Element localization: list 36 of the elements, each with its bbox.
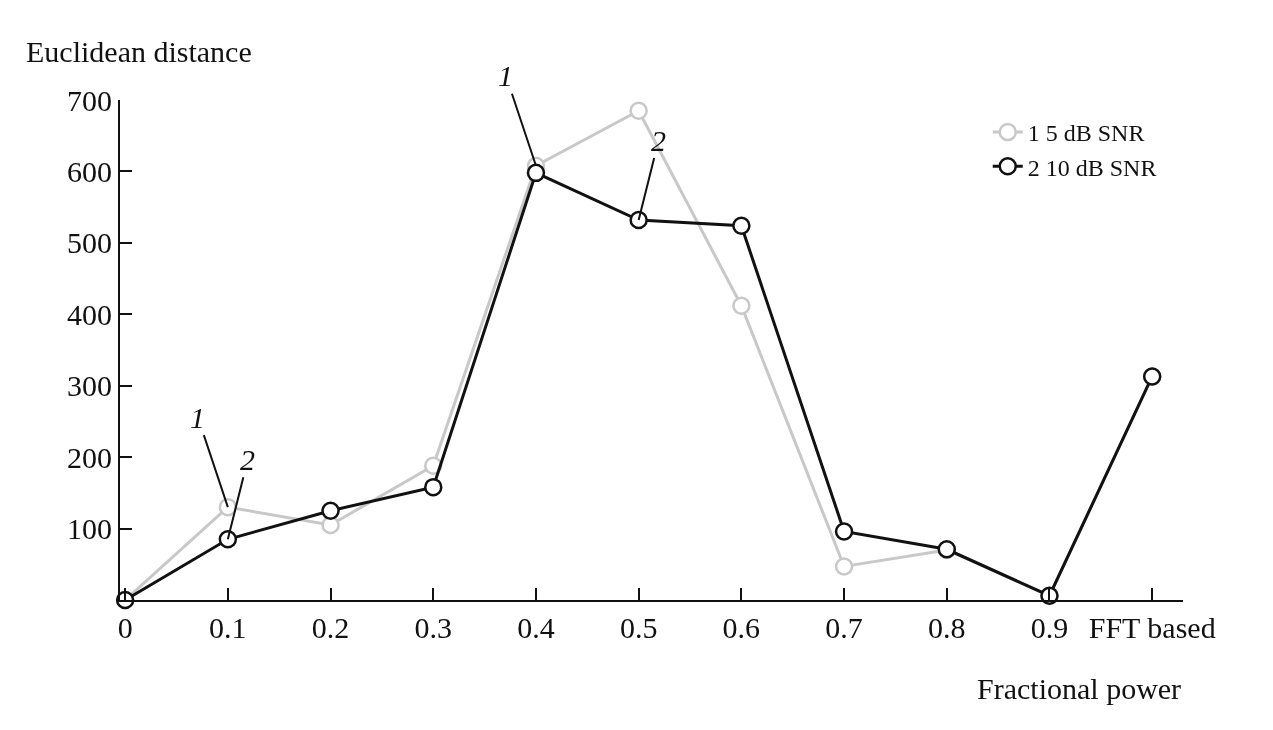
x-tick-label: 0.5 <box>619 611 658 644</box>
x-tick-label: 0.4 <box>517 611 555 644</box>
legend-label: 2 10 dB SNR <box>1027 154 1157 181</box>
point <box>629 101 648 120</box>
y-tick-label: 400 <box>67 297 112 331</box>
point <box>732 296 751 315</box>
point <box>834 522 854 541</box>
x-tick-label: 0.8 <box>928 611 966 644</box>
y-tick-label: 700 <box>67 83 112 117</box>
annotation: 1 <box>498 59 513 92</box>
x-axis-title: Fractional power <box>977 672 1182 705</box>
point <box>629 210 648 230</box>
point <box>218 530 238 549</box>
x-tick-label: FFT based <box>1088 611 1216 644</box>
point <box>834 557 854 576</box>
x-tick-label: 0.1 <box>209 611 247 644</box>
point <box>526 163 546 183</box>
y-tick-label: 300 <box>67 369 112 403</box>
point <box>321 501 340 520</box>
x-tick-label: 0 <box>117 611 133 644</box>
y-tick-label: 200 <box>67 440 112 474</box>
x-tick-label: 0.2 <box>311 611 350 644</box>
y-tick-label: 600 <box>67 154 112 188</box>
x-tick-label: 0.9 <box>1030 611 1069 644</box>
x-tick-label: 0.6 <box>722 611 761 644</box>
point <box>424 477 443 497</box>
point <box>732 216 751 235</box>
annotation: 1 <box>190 401 205 434</box>
legend-label: 1 5 dB SNR <box>1027 120 1145 147</box>
x-tick-label: 0.7 <box>825 611 863 644</box>
annotation: 2 <box>240 443 255 476</box>
y-axis-title: Euclidean distance <box>26 35 252 68</box>
x-tick-label: 0.3 <box>414 611 452 644</box>
y-tick-label: 100 <box>67 512 112 546</box>
y-tick-label: 500 <box>67 226 112 260</box>
annotation: 2 <box>651 124 666 157</box>
